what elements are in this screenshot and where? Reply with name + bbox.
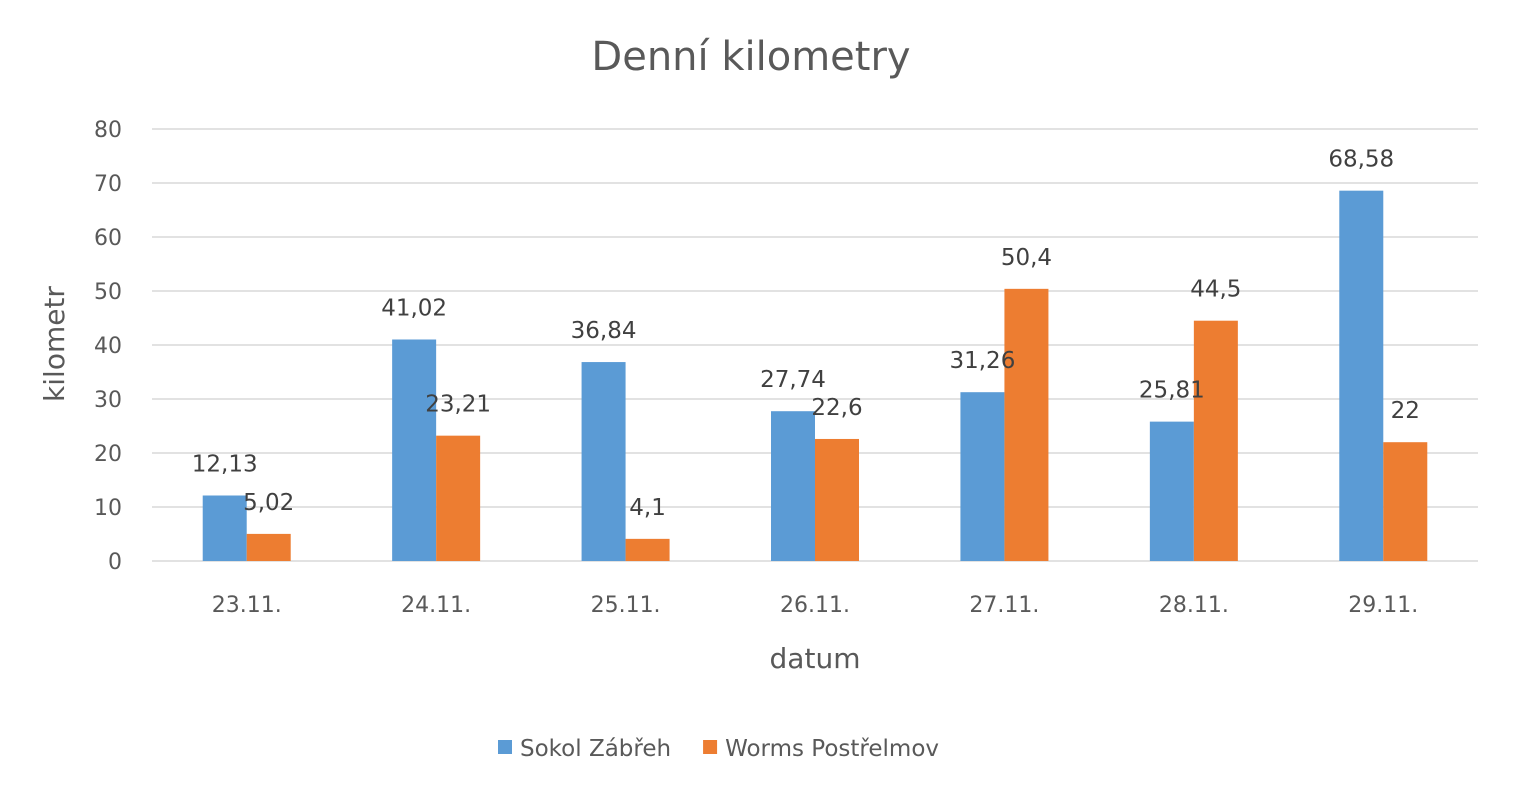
data-label: 44,5 <box>1190 277 1241 303</box>
bar <box>625 538 670 561</box>
gridlines <box>152 128 1478 562</box>
x-axis-ticks: 23.11. 24.11. 25.11. 26.11. 27.11. 28.11. 29.1… <box>212 593 1419 618</box>
y-tick-label: 70 <box>94 172 122 197</box>
bar <box>815 438 859 561</box>
data-label: 50,4 <box>1001 245 1052 271</box>
y-tick-label: 40 <box>94 334 122 359</box>
legend-swatch <box>498 740 512 754</box>
x-tick-label: 23.11. <box>212 593 282 618</box>
bar <box>246 533 291 561</box>
y-tick-label: 20 <box>94 442 122 467</box>
x-tick-label: 24.11. <box>401 593 471 618</box>
data-label: 4,1 <box>629 495 666 521</box>
bar <box>392 339 437 561</box>
x-tick-label: 27.11. <box>969 593 1039 618</box>
data-label: 23,21 <box>425 392 491 418</box>
data-label: 12,13 <box>192 451 258 477</box>
bar <box>1004 288 1049 561</box>
bar <box>1383 442 1428 561</box>
x-axis-title: datum <box>770 642 861 675</box>
data-label: 25,81 <box>1139 378 1205 404</box>
bar <box>1339 190 1384 561</box>
y-tick-label: 60 <box>94 226 122 251</box>
data-label: 36,84 <box>571 318 637 344</box>
bar <box>1193 320 1238 561</box>
y-axis-title: kilometr <box>38 286 71 402</box>
bar <box>581 362 626 561</box>
chart-title: Denní kilometry <box>591 34 910 80</box>
data-label: 27,74 <box>760 367 826 393</box>
legend-swatch <box>703 740 718 754</box>
x-tick-label: 28.11. <box>1159 593 1229 618</box>
data-label: 41,02 <box>381 295 447 321</box>
y-tick-label: 10 <box>94 496 122 521</box>
bar <box>1149 421 1194 561</box>
data-label: 68,58 <box>1328 147 1394 173</box>
bar <box>436 435 481 561</box>
y-axis-ticks: 0 10 20 30 40 50 60 70 80 <box>94 118 122 575</box>
legend: Sokol Zábřeh Worms Postřelmov <box>498 736 939 762</box>
y-tick-label: 50 <box>94 280 122 305</box>
bar <box>960 392 1005 561</box>
data-label: 5,02 <box>243 490 294 516</box>
bar <box>771 411 815 561</box>
data-label: 31,26 <box>949 348 1015 374</box>
legend-label: Worms Postřelmov <box>725 736 939 762</box>
y-tick-label: 80 <box>94 118 122 143</box>
x-tick-label: 26.11. <box>780 593 850 618</box>
x-tick-label: 25.11. <box>591 593 661 618</box>
bar <box>202 495 247 561</box>
data-label: 22 <box>1391 398 1420 424</box>
y-tick-label: 0 <box>108 550 122 575</box>
data-label: 22,6 <box>811 395 862 421</box>
bars <box>202 190 1428 561</box>
x-tick-label: 29.11. <box>1348 593 1418 618</box>
legend-label: Sokol Zábřeh <box>520 736 671 762</box>
y-tick-label: 30 <box>94 388 122 413</box>
